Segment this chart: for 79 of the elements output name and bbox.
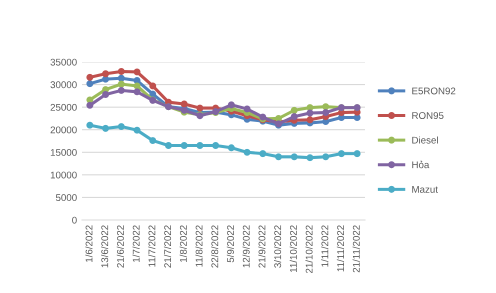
x-tick-label: 11/7/2022 bbox=[148, 225, 156, 267]
point bbox=[212, 142, 220, 149]
point bbox=[102, 91, 110, 98]
point bbox=[275, 114, 282, 122]
point bbox=[149, 82, 156, 90]
x-tick-label: 21/9/2022 bbox=[258, 225, 266, 268]
x-tick-label: 21/11/2022 bbox=[352, 225, 360, 272]
x-tick-label: 13/6/2022 bbox=[101, 225, 108, 268]
y-tick-label: 30000 bbox=[50, 81, 77, 88]
point bbox=[134, 126, 140, 134]
point bbox=[306, 154, 314, 162]
point bbox=[259, 150, 266, 158]
point bbox=[196, 104, 204, 112]
x-tick-label: 3/10/2022 bbox=[274, 225, 282, 268]
point bbox=[322, 109, 330, 116]
x-tick-label: 22/8/2022 bbox=[211, 225, 218, 268]
point bbox=[290, 113, 298, 120]
point bbox=[118, 86, 125, 94]
point bbox=[306, 104, 314, 112]
y-tick-label: 0 bbox=[72, 216, 77, 224]
point bbox=[134, 68, 140, 76]
x-tick-label: 11/8/2022 bbox=[195, 225, 203, 267]
point bbox=[134, 88, 140, 96]
x-tick-label: 21/10/2022 bbox=[305, 225, 313, 274]
point bbox=[134, 77, 140, 84]
legend-label: RON95 bbox=[412, 112, 444, 119]
x-tick-label: 21/7/2022 bbox=[164, 225, 172, 268]
y-tick-label: 25000 bbox=[50, 104, 77, 111]
x-tick-label: 11/10/2022 bbox=[290, 225, 297, 272]
point bbox=[165, 142, 172, 149]
point bbox=[86, 80, 94, 88]
point bbox=[118, 123, 125, 130]
y-tick-label: 15000 bbox=[50, 149, 77, 156]
point bbox=[86, 102, 94, 109]
point bbox=[149, 90, 156, 98]
point bbox=[306, 116, 314, 124]
point bbox=[244, 148, 251, 156]
legend-label: Diesel bbox=[412, 136, 438, 144]
y-tick-label: 35000 bbox=[50, 58, 77, 66]
point bbox=[322, 103, 330, 110]
point bbox=[354, 114, 361, 121]
point bbox=[102, 70, 110, 78]
x-tick-label: 1/7/2022 bbox=[132, 225, 140, 262]
x-tick-label: 1/6/2022 bbox=[85, 225, 92, 262]
point bbox=[86, 74, 94, 81]
point bbox=[86, 122, 94, 129]
point bbox=[306, 110, 314, 116]
point bbox=[290, 153, 298, 160]
point bbox=[102, 76, 110, 83]
point bbox=[354, 150, 361, 158]
x-tick-label: 12/9/2022 bbox=[242, 225, 250, 268]
point bbox=[149, 137, 156, 144]
point bbox=[180, 142, 188, 149]
y-tick-label: 10000 bbox=[50, 172, 77, 178]
point bbox=[196, 142, 204, 149]
point bbox=[118, 80, 125, 88]
y-tick-label: 5000 bbox=[56, 194, 77, 202]
point bbox=[86, 96, 94, 104]
x-tick-label: 21/6/2022 bbox=[116, 225, 124, 268]
point bbox=[322, 153, 330, 160]
point bbox=[228, 101, 235, 108]
point bbox=[180, 100, 188, 108]
point bbox=[134, 82, 140, 90]
point bbox=[290, 106, 298, 114]
point bbox=[118, 74, 125, 82]
point bbox=[228, 144, 235, 152]
x-tick-label: 11/11/2022 bbox=[336, 225, 344, 272]
legend-label: Mazut bbox=[412, 186, 438, 193]
y-tick-label: 20000 bbox=[50, 126, 77, 134]
x-tick-label: 5/9/2022 bbox=[226, 225, 234, 262]
legend-label: Hỏa bbox=[412, 160, 430, 168]
point bbox=[244, 105, 251, 112]
point bbox=[102, 124, 110, 132]
x-tick-label: 1/11/2022 bbox=[321, 225, 328, 267]
point bbox=[275, 153, 282, 160]
x-tick-label: 1/8/2022 bbox=[180, 225, 187, 262]
legend-label: E5RON92 bbox=[412, 87, 456, 94]
point bbox=[338, 150, 345, 158]
point bbox=[118, 68, 125, 75]
